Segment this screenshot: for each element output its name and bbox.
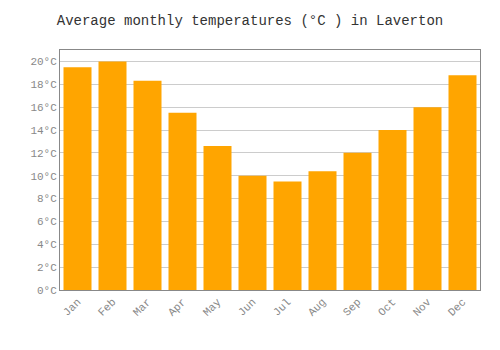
svg-text:14°C: 14°C (30, 125, 57, 137)
svg-text:12°C: 12°C (30, 148, 57, 160)
svg-text:May: May (201, 296, 224, 319)
svg-text:Jul: Jul (271, 296, 293, 318)
svg-text:Dec: Dec (446, 296, 468, 318)
svg-text:0°C: 0°C (37, 285, 57, 297)
svg-text:18°C: 18°C (30, 79, 57, 91)
svg-text:Mar: Mar (131, 296, 153, 318)
svg-text:Oct: Oct (376, 296, 398, 318)
svg-text:Feb: Feb (96, 296, 118, 318)
svg-text:Nov: Nov (411, 296, 434, 319)
svg-text:8°C: 8°C (37, 193, 57, 205)
svg-text:Jun: Jun (236, 296, 258, 318)
svg-text:Sep: Sep (341, 296, 363, 318)
svg-text:10°C: 10°C (30, 171, 57, 183)
svg-text:4°C: 4°C (37, 239, 57, 251)
svg-text:Aug: Aug (306, 296, 328, 318)
svg-text:2°C: 2°C (37, 262, 57, 274)
svg-text:6°C: 6°C (37, 216, 57, 228)
svg-text:20°C: 20°C (30, 56, 57, 68)
svg-text:Average monthly temperatures (: Average monthly temperatures (°C ) in La… (57, 13, 443, 29)
svg-text:Apr: Apr (166, 296, 188, 318)
svg-text:Jan: Jan (61, 296, 83, 318)
svg-text:16°C: 16°C (30, 102, 57, 114)
